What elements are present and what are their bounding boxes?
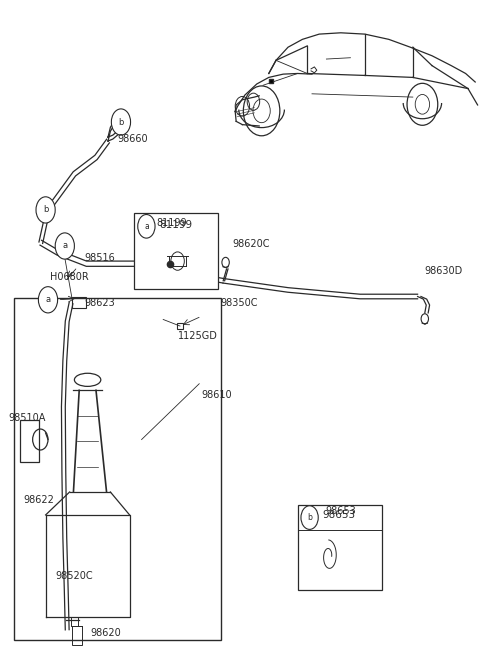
Bar [134,213,218,289]
Text: 98653: 98653 [325,506,356,516]
Circle shape [38,287,58,313]
Text: b: b [43,205,48,215]
Circle shape [111,109,131,135]
Bar [298,505,382,590]
Text: 98620: 98620 [90,628,121,638]
Text: 98622: 98622 [23,495,54,505]
Text: 98620C: 98620C [233,239,270,249]
Text: 98630D: 98630D [425,266,463,276]
Text: 98660: 98660 [118,134,148,144]
Text: 98610: 98610 [202,390,232,400]
Bar [14,298,221,640]
Bar [72,297,86,308]
Text: a: a [144,222,149,231]
Text: H0680R: H0680R [50,272,89,282]
Circle shape [138,215,155,238]
Text: 81199: 81199 [159,220,192,230]
Text: 98510A: 98510A [9,413,46,423]
Text: 98516: 98516 [84,253,115,262]
Circle shape [55,233,74,259]
Text: b: b [118,117,124,127]
Text: 98653: 98653 [323,510,356,520]
Circle shape [222,257,229,268]
Circle shape [36,197,55,223]
Text: a: a [46,295,50,304]
Text: 98520C: 98520C [56,571,93,581]
Text: 98350C: 98350C [221,298,258,308]
Text: a: a [62,241,67,251]
Circle shape [421,314,429,324]
Circle shape [301,506,318,529]
Text: 81199: 81199 [156,218,187,228]
Text: b: b [307,513,312,522]
Text: 1125GD: 1125GD [178,331,217,341]
Bar [20,420,39,462]
Bar [72,626,82,645]
Text: 98623: 98623 [84,298,115,308]
